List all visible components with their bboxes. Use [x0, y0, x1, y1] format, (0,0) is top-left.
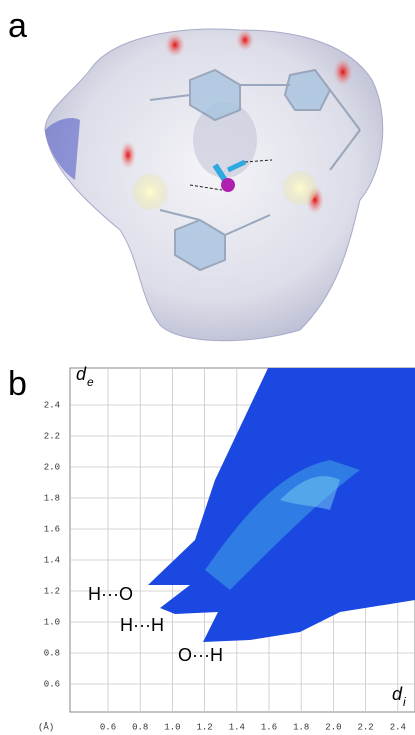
x-tick-label: 1.6: [261, 722, 277, 732]
y-tick-label: 1.6: [44, 524, 60, 534]
x-tick-label: 1.4: [229, 722, 245, 732]
annotation: H···H: [120, 615, 164, 635]
y-axis-subscript: e: [87, 375, 94, 389]
fingerprint-cloud: [148, 368, 415, 642]
y-tick-label: 1.0: [44, 617, 60, 627]
y-tick-label: 1.4: [44, 555, 60, 565]
x-tick-label: 2.2: [357, 722, 373, 732]
x-tick-label: 1.8: [293, 722, 309, 732]
y-tick-label: 2.0: [44, 462, 60, 472]
y-tick-label: 1.2: [44, 586, 60, 596]
annotation: O···H: [178, 645, 223, 665]
x-tick-label: 2.4: [390, 722, 406, 732]
x-tick-label: 1.2: [196, 722, 212, 732]
x-axis-subscript: i: [403, 695, 406, 709]
y-tick-label: 0.8: [44, 648, 60, 658]
x-tick-label: 1.0: [164, 722, 180, 732]
y-tick-label: 2.4: [44, 400, 60, 410]
x-tick-label: 0.6: [100, 722, 116, 732]
unit-label: (Å): [38, 721, 54, 732]
panel-label: a: [8, 7, 27, 45]
guest-molecule: [189, 159, 273, 192]
y-tick-label: 0.6: [44, 679, 60, 689]
annotation: H···O: [88, 584, 133, 604]
panel-label: b: [8, 365, 27, 403]
y-tick-label: 2.2: [44, 431, 60, 441]
x-tick-label: 0.8: [132, 722, 148, 732]
y-axis-symbol: d: [76, 364, 87, 384]
x-axis-symbol: d: [392, 684, 403, 704]
y-tick-label: 1.8: [44, 493, 60, 503]
x-tick-label: 2.0: [325, 722, 341, 732]
hirshfeld-surface: [44, 28, 384, 342]
